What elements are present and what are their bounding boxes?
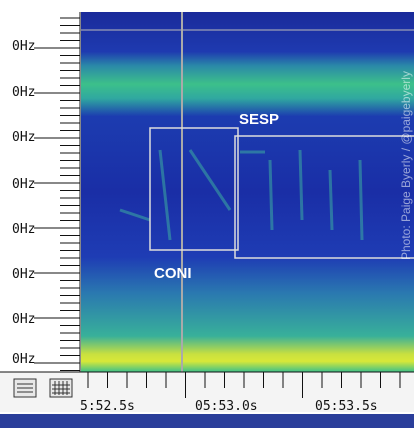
spectrogram-streaks [119, 149, 364, 241]
photo-credit: Photo: Paige Byerly / @paigebyerly [399, 71, 413, 260]
ruler-ticks [34, 17, 80, 371]
time-label: 05:53.5s [315, 399, 378, 414]
spectrogram[interactable] [81, 12, 414, 372]
view-button[interactable] [13, 378, 37, 398]
time-label: 5:52.5s [80, 399, 135, 414]
frequency-label: 0Hz [12, 39, 35, 54]
frequency-label: 0Hz [12, 267, 35, 282]
sesp-box[interactable] [234, 135, 414, 259]
coni-box[interactable] [149, 127, 239, 251]
frequency-label: 0Hz [12, 177, 35, 192]
annotation-label: SESP [239, 111, 279, 128]
grid-button[interactable] [49, 378, 73, 398]
time-ticks [87, 372, 401, 398]
frequency-label: 0Hz [12, 130, 35, 145]
status-bar [0, 414, 414, 428]
annotation-label: CONI [154, 265, 192, 282]
frequency-label: 0Hz [12, 352, 35, 367]
frequency-label: 0Hz [12, 312, 35, 327]
time-label: 05:53.0s [195, 399, 258, 414]
frequency-label: 0Hz [12, 222, 35, 237]
frequency-label: 0Hz [12, 85, 35, 100]
